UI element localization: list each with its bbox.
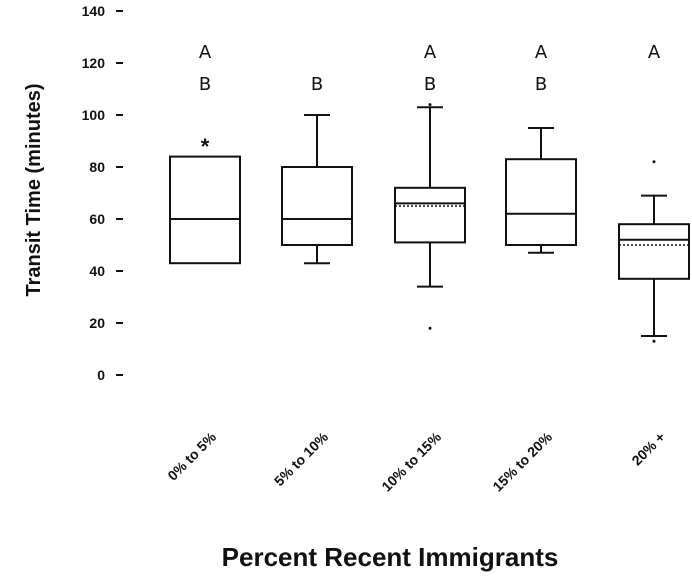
group-letter: B [311,74,323,95]
box-group [281,114,353,265]
y-tick-label: 120 [82,55,106,71]
box-iqr [169,155,241,265]
group-letter: A [424,42,437,63]
y-axis: 0 20 40 60 80 100 120 140 [82,3,123,383]
x-axis-title: Percent Recent Immigrants [222,542,559,572]
y-tick-label: 20 [89,315,105,331]
group-letter: B [424,74,436,95]
group-letter: A [535,42,548,63]
y-tick-label: 0 [97,367,105,383]
y-tick-label: 140 [82,3,106,19]
box-iqr [505,158,577,246]
box-iqr [281,166,353,246]
y-tick-label: 40 [89,263,105,279]
outlier-point [428,103,432,107]
group-letter: B [199,74,211,95]
x-tick-label: 10% to 15% [378,428,444,494]
y-axis-title: Transit Time (minutes) [23,83,45,296]
box-group [505,127,577,254]
box-group [394,103,466,330]
x-tick-label: 5% to 10% [271,428,332,489]
box-group [169,155,241,265]
group-letter: B [535,74,547,95]
y-tick-label: 60 [89,211,105,227]
outlier-point [652,160,656,164]
x-tick-label: 0% to 5% [164,428,219,483]
outlier-point [428,326,432,330]
y-tick-label: 100 [82,107,106,123]
significance-asterisk: * [201,134,210,159]
x-axis-tick-labels: 0% to 5% 5% to 10% 10% to 15% 15% to 20% 20%… [164,428,668,494]
box-iqr [618,223,690,280]
box-series [169,103,690,343]
y-tick-label: 80 [89,159,105,175]
outlier-point [652,339,656,343]
group-letter: A [199,42,212,63]
box-iqr [394,186,466,244]
x-tick-label: 15% to 20% [489,428,555,494]
x-tick-label: 20% + [628,429,668,469]
box-group [618,160,690,343]
group-letter: A [648,42,661,63]
